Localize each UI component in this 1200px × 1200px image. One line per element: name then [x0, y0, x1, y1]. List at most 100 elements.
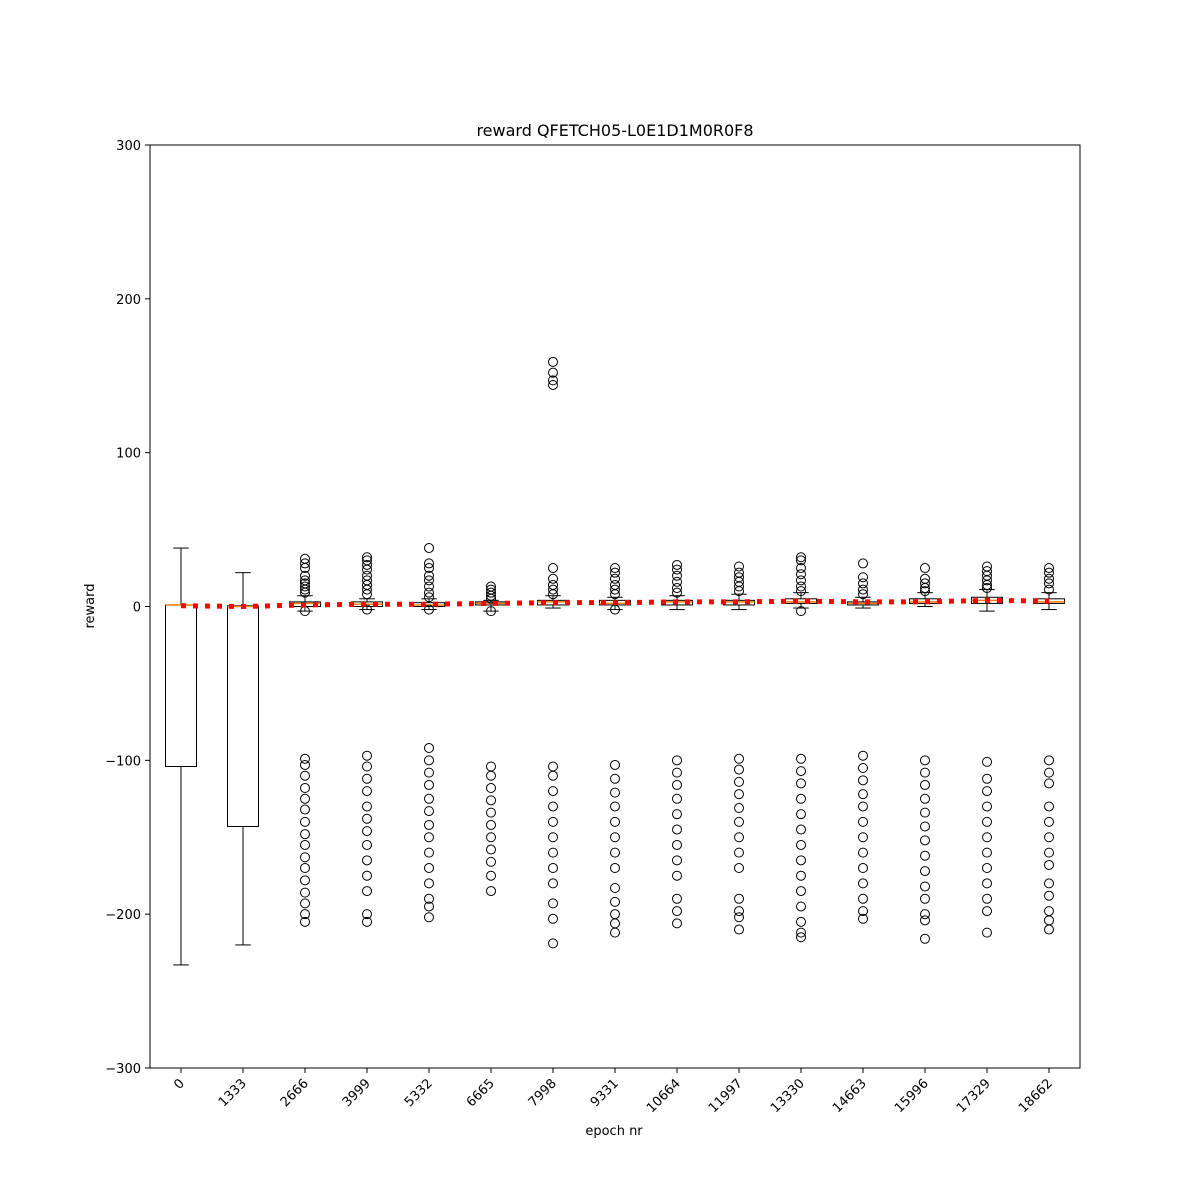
flier — [300, 753, 310, 764]
flier — [486, 870, 496, 881]
flier — [796, 855, 806, 866]
flier — [548, 786, 558, 797]
flier — [486, 783, 496, 794]
flier — [300, 909, 310, 920]
flier — [610, 863, 620, 874]
flier — [982, 832, 992, 843]
flier — [610, 787, 620, 798]
flier — [300, 863, 310, 874]
flier — [424, 878, 434, 889]
flier — [548, 375, 558, 386]
flier — [672, 564, 682, 575]
flier — [610, 584, 620, 595]
flier — [1044, 832, 1054, 843]
flier — [734, 847, 744, 858]
flier — [610, 773, 620, 784]
flier — [982, 801, 992, 812]
flier — [796, 552, 806, 563]
flier — [300, 581, 310, 592]
flier — [1044, 584, 1054, 595]
flier — [1044, 778, 1054, 789]
flier — [300, 839, 310, 850]
flier — [858, 816, 868, 827]
flier — [300, 558, 310, 569]
flier — [548, 584, 558, 595]
flier — [548, 847, 558, 858]
flier — [982, 878, 992, 889]
flier — [982, 575, 992, 586]
flier — [300, 584, 310, 595]
flier — [424, 832, 434, 843]
y-tick-label: 100 — [116, 447, 141, 462]
flier — [362, 839, 372, 850]
flier — [486, 590, 496, 601]
flier — [920, 793, 930, 804]
flier — [672, 870, 682, 881]
flier — [486, 795, 496, 806]
flier — [920, 807, 930, 818]
flier — [796, 555, 806, 566]
flier — [362, 604, 372, 615]
flier — [362, 559, 372, 570]
flier — [672, 809, 682, 820]
flier — [486, 587, 496, 598]
flier — [920, 909, 930, 920]
flier — [734, 832, 744, 843]
flier — [672, 767, 682, 778]
flier — [300, 852, 310, 863]
flier — [672, 583, 682, 594]
flier — [672, 839, 682, 850]
flier — [1044, 573, 1054, 584]
flier — [796, 793, 806, 804]
flier — [920, 767, 930, 778]
x-axis-label: epoch nr — [585, 1124, 643, 1139]
flier — [610, 847, 620, 858]
flier — [734, 912, 744, 923]
mean-line — [180, 597, 1050, 610]
flier — [858, 893, 868, 904]
flier — [796, 569, 806, 580]
flier — [548, 770, 558, 781]
flier — [672, 559, 682, 570]
flier — [548, 898, 558, 909]
flier — [548, 367, 558, 378]
flier — [548, 573, 558, 584]
flier — [486, 886, 496, 897]
flier — [424, 912, 434, 923]
flier — [362, 909, 372, 920]
flier — [920, 755, 930, 766]
flier — [362, 870, 372, 881]
flier — [982, 786, 992, 797]
flier — [1044, 890, 1054, 901]
flier — [920, 578, 930, 589]
flier — [548, 379, 558, 390]
flier — [858, 847, 868, 858]
flier — [610, 589, 620, 600]
flier — [300, 770, 310, 781]
flier — [424, 806, 434, 817]
y-tick-label: 300 — [116, 139, 141, 154]
flier — [796, 563, 806, 574]
flier — [858, 578, 868, 589]
flier — [982, 927, 992, 938]
flier — [858, 763, 868, 774]
flier — [858, 913, 868, 924]
flier — [734, 906, 744, 917]
flier — [858, 789, 868, 800]
flier — [672, 576, 682, 587]
flier — [858, 750, 868, 761]
flier — [858, 775, 868, 786]
flier — [982, 906, 992, 917]
flier — [734, 764, 744, 775]
flier — [362, 750, 372, 761]
flier — [796, 766, 806, 777]
flier — [672, 570, 682, 581]
flier — [486, 807, 496, 818]
flier — [920, 893, 930, 904]
flier — [920, 563, 930, 574]
flier — [548, 563, 558, 574]
chart-title: reward QFETCH05-L0E1D1M0R0F8 — [476, 121, 753, 140]
flier — [300, 829, 310, 840]
flier — [548, 938, 558, 949]
